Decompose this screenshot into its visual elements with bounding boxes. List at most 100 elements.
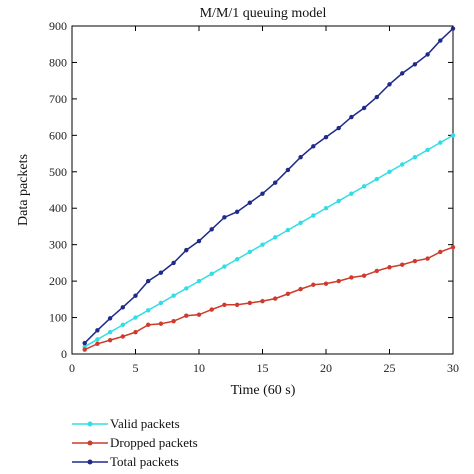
data-point — [209, 307, 214, 312]
plot-frame — [71, 25, 454, 355]
data-point — [247, 200, 252, 205]
data-point — [196, 278, 202, 284]
plot-area-border — [71, 25, 454, 355]
data-point — [285, 227, 291, 233]
data-point — [374, 176, 379, 182]
data-point — [374, 268, 379, 274]
data-point — [158, 270, 164, 275]
data-point — [171, 260, 176, 266]
x-tick-label: 20 — [320, 361, 332, 375]
data-point — [260, 191, 265, 196]
series-layer — [82, 26, 456, 352]
data-point — [247, 249, 252, 255]
data-point — [222, 302, 227, 307]
data-point — [209, 227, 214, 232]
series-line — [84, 246, 454, 351]
data-point — [400, 162, 405, 167]
data-point — [323, 206, 329, 211]
data-point — [450, 133, 456, 138]
data-point — [196, 238, 202, 244]
data-point — [450, 245, 456, 250]
data-point — [374, 94, 379, 100]
y-tick-label: 600 — [49, 128, 67, 142]
y-tick-label: 200 — [49, 274, 67, 288]
data-point — [412, 258, 418, 264]
data-point — [273, 180, 278, 185]
legend-item: Dropped packets — [72, 435, 198, 450]
data-point — [107, 316, 113, 321]
legend-swatch-marker — [87, 440, 93, 446]
data-point — [209, 271, 214, 277]
data-point — [438, 249, 443, 255]
data-point — [95, 328, 100, 333]
data-point — [107, 329, 113, 335]
data-point — [336, 278, 341, 284]
data-point — [107, 337, 113, 343]
data-point — [171, 319, 176, 324]
legend-swatch-marker — [87, 421, 93, 427]
data-point — [412, 155, 418, 160]
data-point — [412, 62, 418, 67]
x-tick-label: 15 — [257, 361, 269, 375]
data-point — [158, 321, 164, 326]
data-point — [349, 114, 354, 120]
legend: Valid packets Dropped packets Total packet… — [72, 416, 198, 469]
data-point — [133, 329, 138, 335]
data-point — [247, 300, 252, 306]
data-point — [133, 315, 138, 320]
data-point — [361, 105, 367, 111]
data-point — [361, 184, 367, 189]
data-point — [82, 347, 87, 352]
data-point — [400, 71, 405, 76]
data-point — [184, 286, 189, 291]
data-point — [425, 52, 430, 57]
y-tick-label: 500 — [49, 165, 67, 179]
legend-label: Valid packets — [110, 416, 180, 431]
legend-swatch-marker — [87, 459, 93, 465]
data-point — [260, 242, 265, 247]
data-point — [425, 256, 430, 261]
legend-item: Valid packets — [72, 416, 180, 431]
chart-title: M/M/1 queuing model — [200, 6, 327, 21]
data-point — [120, 334, 126, 339]
data-point — [311, 282, 316, 287]
y-tick-label: 300 — [49, 238, 67, 252]
legend-item: Total packets — [72, 454, 179, 469]
y-tick-label: 0 — [61, 347, 67, 361]
x-tick-label: 30 — [447, 361, 459, 375]
data-point — [133, 293, 138, 298]
data-point — [120, 322, 126, 328]
data-point — [298, 286, 303, 292]
data-point — [450, 26, 456, 31]
data-point — [273, 296, 278, 301]
data-point — [95, 337, 100, 342]
data-point — [95, 341, 100, 346]
data-point — [171, 293, 176, 298]
data-point — [387, 265, 392, 270]
data-point — [285, 291, 291, 297]
data-point — [222, 264, 227, 269]
data-point — [260, 298, 265, 304]
y-tick-label: 900 — [49, 19, 67, 33]
data-point — [146, 278, 151, 284]
y-tick-label: 700 — [49, 92, 67, 106]
y-tick-label: 400 — [49, 201, 67, 215]
data-point — [323, 134, 329, 140]
data-point — [298, 220, 303, 225]
x-tick-label: 0 — [69, 361, 75, 375]
x-tick-label: 10 — [193, 361, 205, 375]
data-point — [387, 82, 392, 87]
data-point — [184, 247, 189, 253]
data-point — [311, 144, 316, 149]
legend-label: Dropped packets — [110, 435, 198, 450]
series-total-packets — [82, 26, 456, 346]
data-point — [234, 257, 240, 262]
x-tick-label: 25 — [384, 361, 396, 375]
data-point — [349, 191, 354, 196]
data-point — [273, 235, 278, 240]
data-point — [234, 302, 240, 307]
data-point — [184, 313, 189, 318]
series-line — [84, 134, 454, 348]
legend-label: Total packets — [110, 454, 179, 469]
